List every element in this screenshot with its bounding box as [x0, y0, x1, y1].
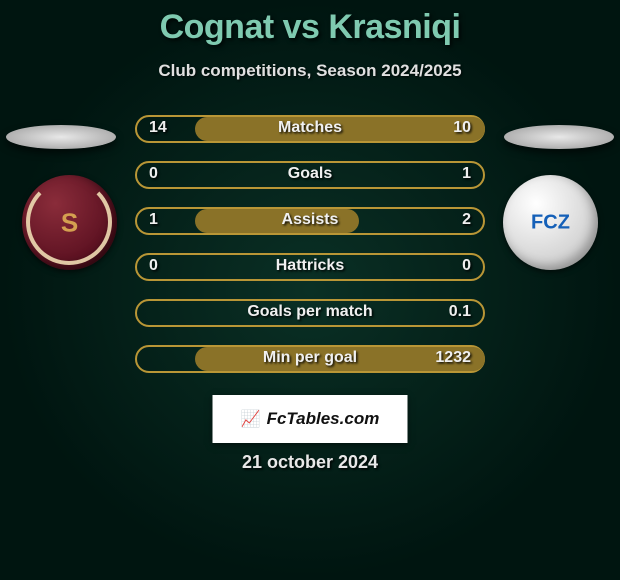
stat-row: Min per goal1232: [135, 345, 485, 377]
stat-label: Goals per match: [135, 303, 485, 321]
brand-badge: 📈 FcTables.com: [213, 395, 408, 443]
stat-label: Hattricks: [135, 257, 485, 275]
right-club-badge: FCZ: [503, 175, 598, 270]
stat-row: Matches14 10: [135, 115, 485, 147]
stat-right-value: 10: [453, 119, 471, 137]
stat-row: Goals0 1: [135, 161, 485, 193]
comparison-subtitle: Club competitions, Season 2024/2025: [0, 61, 620, 81]
stat-left-value: 14: [149, 119, 167, 137]
stat-row: Assists1 2: [135, 207, 485, 239]
stat-right-value: 2: [462, 211, 471, 229]
right-badge-letter: FCZ: [531, 211, 570, 234]
comparison-stage: S FCZ Matches1410Goals01Assists12Hattric…: [0, 105, 620, 405]
right-player-platform: [504, 125, 614, 149]
stat-label: Min per goal: [135, 349, 485, 367]
stat-left-value: 0: [149, 257, 158, 275]
stat-right-value: 0.1: [449, 303, 471, 321]
comparison-title: Cognat vs Krasniqi: [0, 0, 620, 47]
stat-right-value: 0: [462, 257, 471, 275]
stat-bars: Matches1410Goals01Assists12Hattricks00Go…: [135, 115, 485, 391]
left-badge-letter: S: [61, 207, 78, 238]
stat-right-value: 1232: [435, 349, 471, 367]
stat-right-value: 1: [462, 165, 471, 183]
stat-label: Assists: [135, 211, 485, 229]
chart-icon: 📈: [241, 409, 261, 429]
left-club-badge: S: [22, 175, 117, 270]
stat-row: Hattricks0 0: [135, 253, 485, 285]
stat-row: Goals per match0.1: [135, 299, 485, 331]
footer-date: 21 october 2024: [0, 452, 620, 473]
left-player-platform: [6, 125, 116, 149]
stat-left-value: 0: [149, 165, 158, 183]
stat-label: Goals: [135, 165, 485, 183]
brand-text: FcTables.com: [267, 409, 380, 429]
stat-label: Matches: [135, 119, 485, 137]
stat-left-value: 1: [149, 211, 158, 229]
